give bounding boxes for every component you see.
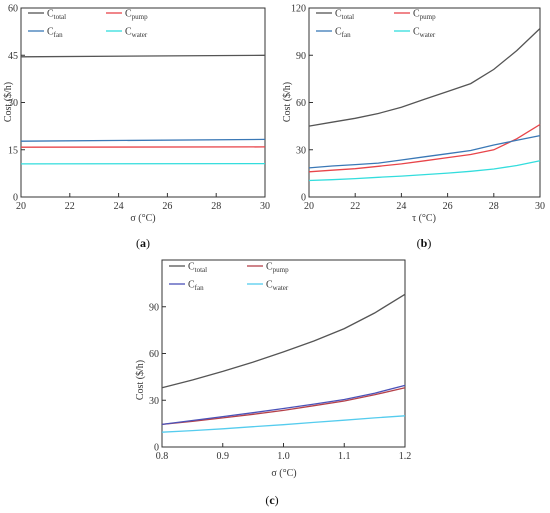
series-line-total [308, 28, 541, 127]
y-tick-label: 30 [8, 98, 18, 109]
series-line-total [20, 54, 266, 58]
x-tick-label: 20 [304, 201, 314, 212]
x-tick-label: 24 [114, 201, 124, 212]
y-tick-label: 30 [149, 396, 159, 407]
legend-label-fan: Cfan [188, 280, 204, 293]
panel-label: (a) [136, 236, 150, 250]
x-axis-title: τ (°C) [412, 213, 436, 224]
x-tick-label: 30 [260, 201, 270, 212]
panel-label: (c) [265, 493, 278, 507]
legend-label-pump: Cpump [266, 262, 289, 275]
y-tick-label: 45 [8, 51, 18, 62]
x-axis-title: σ (°C) [271, 468, 296, 479]
legend-label-pump: Cpump [125, 9, 148, 22]
legend-label-fan: Cfan [47, 27, 63, 40]
chart-panel-b: 20 22 24 26 28 30 0 30 60 90 120 Ctotal Cpump Cfan Cw… [282, 4, 545, 251]
series-line-total [161, 293, 406, 389]
y-tick-label: 0 [13, 193, 18, 204]
y-axis-title: Cost ($/h) [3, 82, 14, 122]
series-line-pump [161, 387, 406, 426]
legend-label-water: Cwater [125, 27, 148, 40]
legend-label-pump: Cpump [413, 9, 436, 22]
y-tick-label: 30 [296, 145, 306, 156]
series-line-fan [308, 134, 541, 169]
x-tick-label: 0.8 [156, 451, 169, 462]
x-tick-label: 30 [535, 201, 545, 212]
x-tick-label: 28 [489, 201, 499, 212]
legend: Ctotal Cpump Cfan Cwater [316, 9, 436, 40]
y-tick-label: 60 [149, 349, 159, 360]
series-line-water [161, 415, 406, 433]
y-axis-title: Cost ($/h) [282, 82, 293, 122]
panel-label: (b) [417, 236, 432, 250]
legend-label-total: Ctotal [335, 9, 354, 22]
chart-panel-c: 0.8 0.9 1.0 1.1 1.2 0 30 60 90 Ctotal Cpump Cfan Cw… [135, 259, 412, 507]
x-tick-label: 20 [16, 201, 26, 212]
x-tick-label: 26 [162, 201, 172, 212]
y-axis-title: Cost ($/h) [135, 360, 146, 400]
y-tick-label: 15 [8, 145, 18, 156]
legend-label-fan: Cfan [335, 27, 351, 40]
legend: Ctotal Cpump Cfan Cwater [28, 9, 148, 40]
y-tick-label: 90 [296, 51, 306, 62]
y-tick-label: 0 [301, 193, 306, 204]
x-axis-title: σ (°C) [130, 213, 155, 224]
series-line-pump [308, 123, 541, 173]
x-tick-label: 1.2 [399, 451, 412, 462]
x-tick-label: 1.0 [277, 451, 290, 462]
series-line-fan [161, 384, 406, 426]
y-tick-label: 0 [154, 443, 159, 454]
chart-panel-a: 20 22 24 26 28 30 0 15 30 45 60 Ctotal Cpump Cfan Cwa… [3, 4, 270, 251]
legend-label-total: Ctotal [188, 262, 207, 275]
y-tick-label: 120 [291, 4, 306, 15]
x-tick-label: 28 [211, 201, 221, 212]
y-tick-label: 60 [296, 98, 306, 109]
x-tick-label: 22 [350, 201, 360, 212]
y-tick-label: 60 [8, 4, 18, 15]
x-tick-label: 24 [396, 201, 406, 212]
x-tick-label: 26 [443, 201, 453, 212]
x-tick-label: 0.9 [217, 451, 230, 462]
x-tick-label: 22 [65, 201, 75, 212]
series-line-fan [20, 138, 266, 142]
legend-label-water: Cwater [413, 27, 436, 40]
y-tick-label: 90 [149, 302, 159, 313]
series-line-water [308, 160, 541, 182]
legend-label-water: Cwater [266, 280, 289, 293]
legend-label-total: Ctotal [47, 9, 66, 22]
x-tick-label: 1.1 [338, 451, 351, 462]
legend: Ctotal Cpump Cfan Cwater [169, 262, 289, 293]
